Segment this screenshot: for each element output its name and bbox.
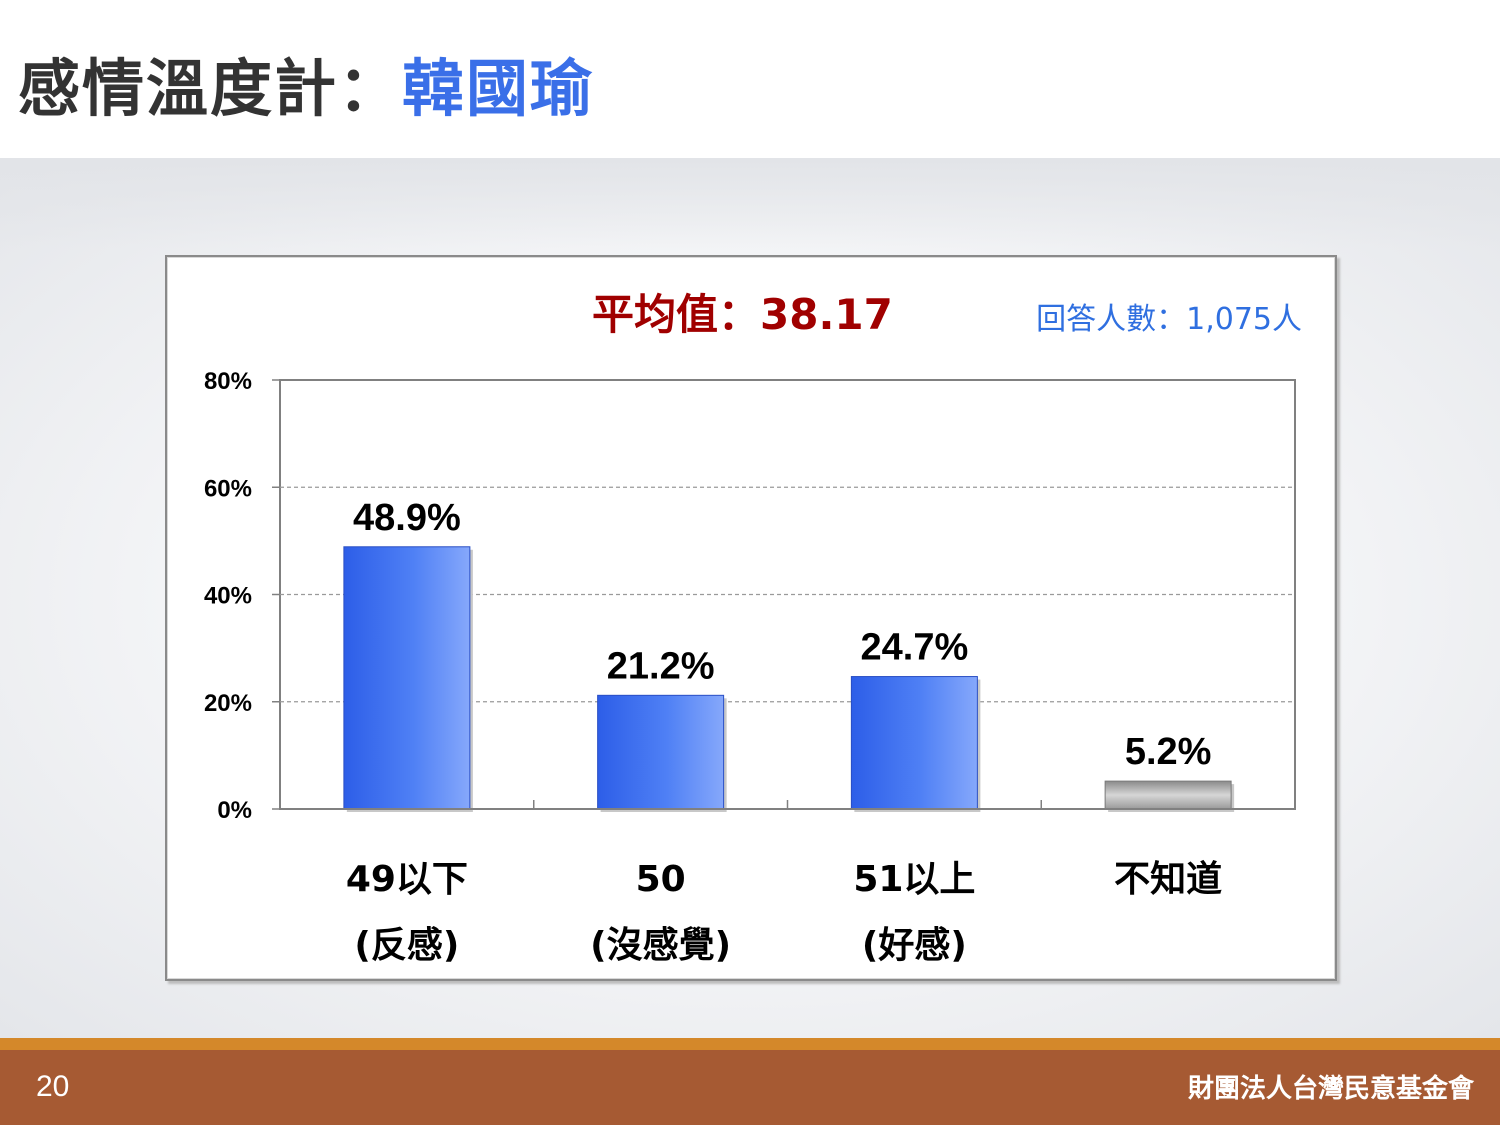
category-label: 49以下	[346, 859, 468, 900]
organization-name: 財團法人台灣民意基金會	[1187, 1074, 1474, 1104]
data-label: 5.2%	[1125, 731, 1212, 773]
title-prefix: 感情溫度計：	[18, 52, 403, 125]
data-label: 48.9%	[353, 497, 461, 539]
slide-title: 感情溫度計：韓國瑜	[18, 38, 594, 128]
bar	[850, 676, 978, 810]
y-tick-label: 80%	[204, 368, 252, 395]
footer-stripe	[0, 1038, 1500, 1050]
data-label: 21.2%	[607, 645, 715, 687]
bar	[343, 546, 471, 810]
title-bar: 感情溫度計：韓國瑜	[0, 0, 1500, 158]
footer-band	[0, 1050, 1500, 1125]
chart-panel: 0% 20% 40% 60% 80% 48.9% 49以下 (反感) 21.2% 50 (沒感覺) 2…	[165, 255, 1337, 981]
bar	[1104, 780, 1232, 810]
chart-subtitle: 回答人數：1,075人	[1036, 302, 1302, 337]
y-tick-label: 40%	[204, 583, 252, 610]
y-tick-label: 20%	[204, 690, 252, 717]
y-tick-label: 0%	[217, 797, 252, 824]
title-name: 韓國瑜	[402, 52, 595, 125]
category-label: (反感)	[354, 925, 459, 966]
bar	[597, 694, 725, 810]
y-tick-label: 60%	[204, 475, 252, 502]
data-label: 24.7%	[861, 627, 969, 669]
bar-chart: 0% 20% 40% 60% 80% 48.9% 49以下 (反感) 21.2% 50 (沒感覺) 2…	[204, 290, 1302, 966]
page-number: 20	[36, 1070, 70, 1103]
category-label: 不知道	[1114, 859, 1222, 900]
category-label: 50	[636, 859, 686, 900]
category-label: 51以上	[853, 859, 975, 900]
chart-title: 平均值：38.17	[592, 290, 893, 339]
category-label: (沒感覺)	[590, 925, 731, 966]
category-label: (好感)	[862, 925, 967, 966]
